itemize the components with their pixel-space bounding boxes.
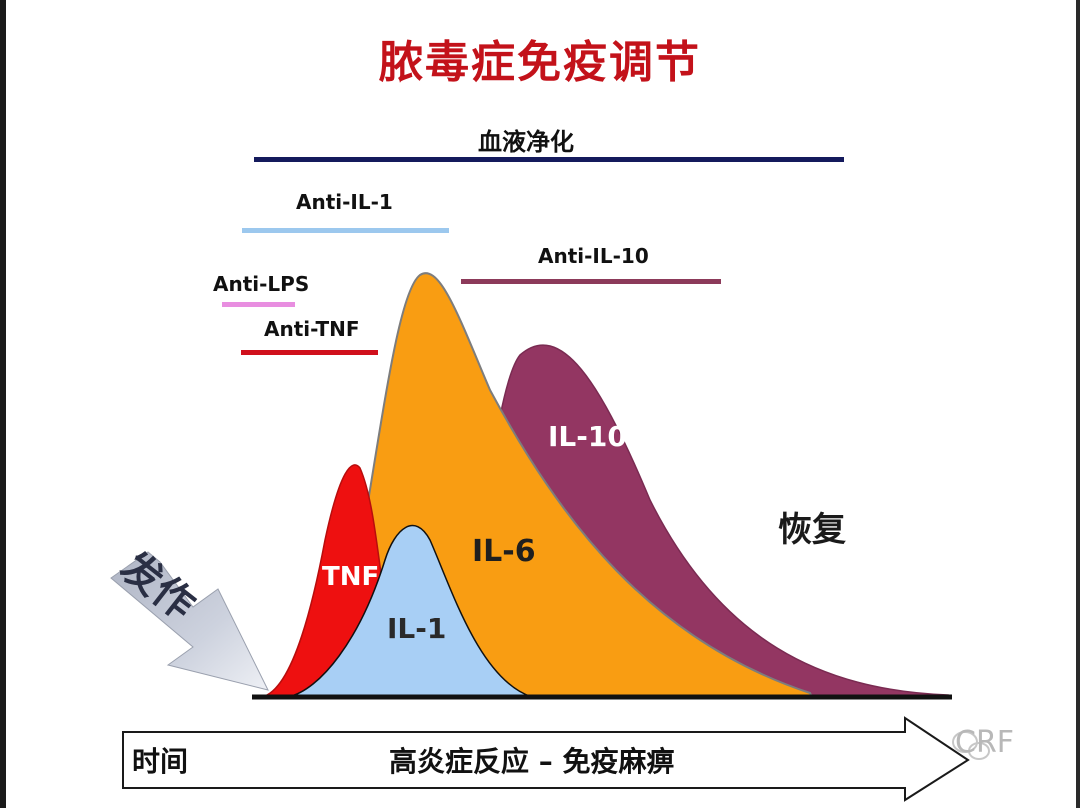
- watermark-text: CRF: [955, 725, 1015, 760]
- il6-label: IL-6: [472, 534, 536, 569]
- il1-curve: [287, 524, 533, 698]
- anti-lps-bar: [222, 302, 295, 307]
- slide-title: 脓毒症免疫调节: [379, 37, 701, 88]
- axis-center-label: 高炎症反应 – 免疫麻痹: [389, 745, 675, 778]
- il1-label: IL-1: [387, 612, 446, 645]
- anti-tnf-label: Anti-TNF: [264, 317, 360, 341]
- right-frame-edge: [1076, 0, 1080, 808]
- anti-il10-bar: [461, 279, 721, 284]
- wechat-logo-icon: [952, 731, 990, 760]
- tnf-label: TNF: [322, 562, 379, 592]
- il10-label: IL-10: [548, 420, 627, 453]
- left-frame-edge: [0, 0, 6, 808]
- time-label: 时间: [132, 745, 188, 778]
- blood-purification-bar: [254, 157, 844, 162]
- recovery-label: 恢复: [778, 510, 846, 550]
- anti-il1-label: Anti-IL-1: [296, 190, 393, 214]
- anti-lps-label: Anti-LPS: [213, 272, 310, 296]
- anti-tnf-bar: [241, 350, 378, 355]
- anti-il1-bar: [242, 228, 449, 233]
- blood-purification-label: 血液净化: [478, 128, 574, 156]
- anti-il10-label: Anti-IL-10: [538, 244, 649, 268]
- time-axis-arrow: [122, 716, 970, 802]
- onset-arrow: [110, 551, 269, 691]
